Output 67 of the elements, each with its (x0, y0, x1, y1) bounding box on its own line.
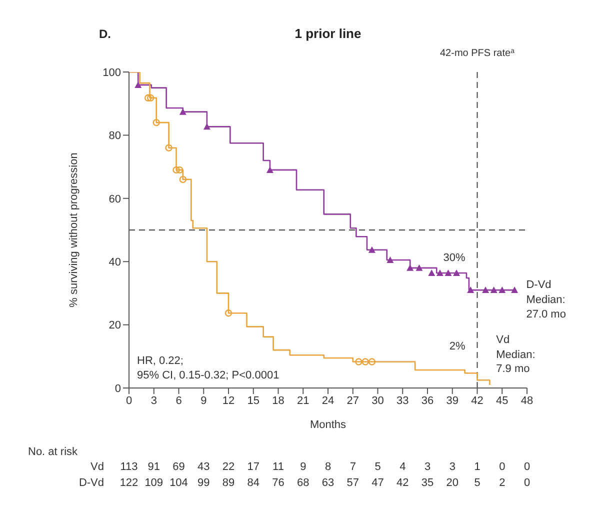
point (498, 286, 506, 294)
point (368, 358, 376, 366)
point (368, 246, 376, 253)
x-tick-label: 45 (496, 394, 508, 407)
point (467, 286, 474, 294)
annotation: 2% (449, 340, 466, 353)
x-tick-label: 27 (346, 394, 359, 407)
y-tick-label: 0 (114, 382, 121, 395)
point (416, 264, 423, 271)
annotation: 30% (443, 252, 466, 264)
annotation: HR, 0.22; 95% CI, 0.15-0.32; P<0.0001 (137, 355, 280, 382)
y-tick-label: 60 (108, 193, 121, 206)
point (355, 358, 362, 366)
point (436, 269, 444, 276)
x-tick-label: 21 (297, 394, 310, 407)
x-tick-label: 15 (247, 394, 260, 407)
point (176, 166, 184, 174)
text: 113 91 69 43 22 17 11 9 8 7 5 4 3 3 1 0 0 (120, 461, 530, 473)
text: Vd (90, 461, 104, 473)
x-tick-label: 36 (421, 394, 434, 407)
text: Vd (496, 334, 510, 346)
text: D-Vd (78, 477, 104, 489)
x-tick-label: 3 (150, 394, 157, 407)
y-tick-label: 20 (108, 320, 121, 332)
annotation: Median: 27.0 mo (526, 294, 566, 320)
series-label: D-Vd (526, 279, 552, 292)
x-tick-label: 42 (471, 394, 484, 407)
point (179, 108, 186, 115)
x-tick-label: 39 (446, 394, 458, 407)
x-tick-label: 6 (176, 394, 182, 407)
point (134, 81, 142, 88)
ref-line-label: 42-mo PFS rate$^{a}$ (440, 48, 515, 59)
point (224, 310, 232, 317)
text: No. at risk (28, 446, 78, 458)
point (444, 269, 452, 276)
x-tick-label: 0 (126, 394, 132, 407)
y-tick-label: 80 (108, 130, 121, 142)
text: 122 109 104 99 89 84 76 68 63 57 47 42 35 20 5 2 0 (120, 477, 530, 489)
x-axis-title: Months (310, 419, 347, 431)
y-tick-label: 100 (102, 66, 121, 79)
point (386, 256, 394, 264)
y-tick-label: 40 (108, 256, 121, 269)
point (490, 286, 498, 294)
annotation: Median: 7.9 mo (496, 348, 536, 376)
point (152, 118, 160, 126)
point (482, 286, 490, 294)
point (165, 144, 172, 152)
x-tick-label: 12 (222, 394, 235, 407)
text: D. (99, 27, 111, 41)
chart-title: 1 prior line (294, 26, 362, 41)
point (179, 176, 186, 184)
point (428, 269, 436, 276)
x-tick-label: 9 (200, 394, 207, 407)
x-tick-label: 33 (396, 394, 409, 407)
point (172, 166, 180, 174)
x-tick-label: 30 (372, 394, 384, 407)
x-tick-label: 18 (272, 394, 284, 407)
x-tick-label: 24 (322, 394, 334, 407)
x-tick-label: 48 (520, 394, 534, 407)
point (406, 264, 414, 271)
point (511, 286, 518, 294)
point (146, 94, 154, 102)
y-axis-title: % surviving without progression (68, 152, 80, 308)
point (203, 123, 210, 130)
point (453, 269, 460, 276)
point (362, 358, 369, 366)
point (144, 94, 152, 102)
